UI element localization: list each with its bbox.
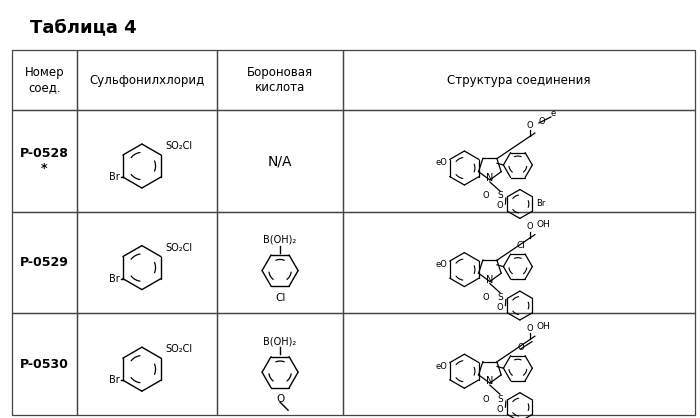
Text: N/A: N/A [268,154,293,168]
Bar [343,110,695,212]
Bar [12,212,77,314]
Text: S: S [497,293,503,302]
Text: O: O [526,324,533,333]
Text: B(OH)₂: B(OH)₂ [263,234,297,245]
Text: SO₂Cl: SO₂Cl [165,141,192,151]
Text: Сульфонилхлорид: Сульфонилхлорид [90,74,204,87]
Text: Cl: Cl [517,241,525,250]
Text: Таблица 4: Таблица 4 [30,18,137,36]
Text: O: O [517,343,524,352]
Bar [343,50,695,110]
Text: Br: Br [109,274,120,283]
Text: eO: eO [435,260,447,269]
Text: N: N [486,275,493,285]
Text: O: O [496,303,503,312]
Text: e: e [551,109,556,117]
Bar [77,50,217,110]
Bar [77,314,217,415]
Bar [12,314,77,415]
Text: P-0528
*: P-0528 * [20,147,69,175]
Text: O: O [496,201,503,211]
Text: P-0529: P-0529 [20,256,69,269]
Text: eO: eO [435,362,447,371]
Text: O: O [496,405,503,414]
Text: Номер
соед.: Номер соед. [25,66,64,94]
Bar [343,212,695,314]
Text: S: S [497,395,503,404]
Text: eO: eO [435,158,447,168]
Text: O: O [526,120,533,130]
Bar [77,212,217,314]
Text: SO₂Cl: SO₂Cl [165,344,192,354]
Bar [77,110,217,212]
Text: P-0530: P-0530 [20,358,69,371]
Text: O: O [482,191,489,201]
Bar [217,212,343,314]
Text: Br: Br [109,172,120,182]
Text: Cl: Cl [275,293,286,303]
Text: SO₂Cl: SO₂Cl [165,242,192,252]
Text: O: O [276,394,284,404]
Bar [12,50,77,110]
Text: Структура соединения: Структура соединения [447,74,591,87]
Text: B(OH)₂: B(OH)₂ [263,336,297,346]
Text: Br: Br [109,375,120,385]
Bar [217,110,343,212]
Bar [12,110,77,212]
Text: OH: OH [537,322,551,331]
Text: Br: Br [536,199,546,209]
Bar [217,50,343,110]
Text: S: S [497,191,503,201]
Text: O: O [526,222,533,231]
Text: Бороновая
кислота: Бороновая кислота [247,66,313,94]
Text: OH: OH [537,220,551,229]
Text: O: O [539,117,545,125]
Text: O: O [482,395,489,404]
Text: O: O [482,293,489,302]
Text: N: N [486,376,493,386]
Text: N: N [486,173,493,183]
Bar [217,314,343,415]
Bar [343,314,695,415]
